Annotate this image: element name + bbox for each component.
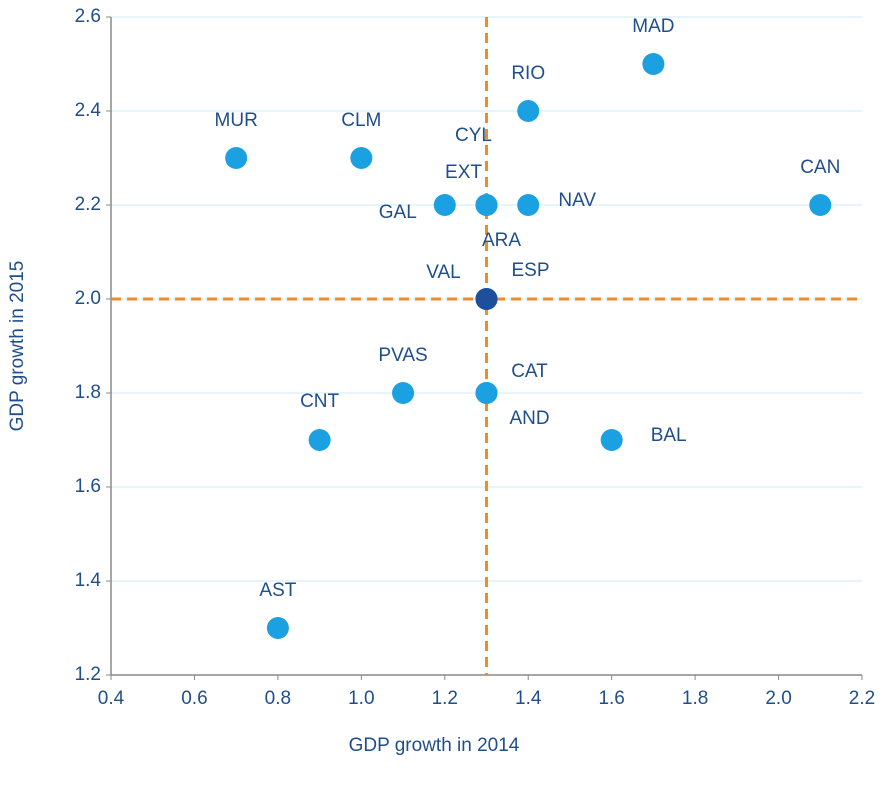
point-label: ARA xyxy=(482,230,521,251)
point-label: EXT xyxy=(445,162,482,183)
x-tick-label: 0.6 xyxy=(181,688,207,709)
y-tick-label: 2.0 xyxy=(75,288,101,309)
x-tick-label: 2.2 xyxy=(849,688,875,709)
point-label: CNT xyxy=(300,391,339,412)
x-tick-label: 2.0 xyxy=(765,688,791,709)
point xyxy=(809,194,832,216)
point-label: CAT xyxy=(511,361,548,382)
point-label: RIO xyxy=(511,63,545,84)
x-tick-label: 0.4 xyxy=(98,688,125,709)
point xyxy=(475,382,498,404)
x-tick-label: 1.8 xyxy=(682,688,708,709)
point xyxy=(266,617,289,639)
x-tick-label: 1.6 xyxy=(598,688,624,709)
point xyxy=(308,429,331,451)
x-tick-label: 1.0 xyxy=(348,688,374,709)
point xyxy=(600,429,623,451)
point-label: CLM xyxy=(341,110,381,131)
point-label: NAV xyxy=(558,190,596,211)
y-tick-label: 1.2 xyxy=(75,664,101,685)
y-tick-label: 2.2 xyxy=(75,194,101,215)
point-label: PVAS xyxy=(378,345,427,366)
point xyxy=(642,53,665,75)
point xyxy=(225,147,248,169)
point-label: CYL xyxy=(455,125,492,146)
point-label: MUR xyxy=(215,110,258,131)
point xyxy=(517,194,540,216)
x-tick-label: 1.4 xyxy=(515,688,542,709)
point-label: VAL xyxy=(426,262,461,283)
x-tick-label: 0.8 xyxy=(265,688,291,709)
y-tick-label: 2.6 xyxy=(75,6,101,27)
point-label: AST xyxy=(259,580,296,601)
y-axis-label: GDP growth in 2015 xyxy=(7,261,28,432)
point xyxy=(350,147,373,169)
point-label: ESP xyxy=(511,260,549,281)
point xyxy=(475,288,498,310)
point-label: MAD xyxy=(632,16,674,37)
y-tick-label: 2.4 xyxy=(75,100,102,121)
point xyxy=(433,194,456,216)
y-tick-label: 1.6 xyxy=(75,476,101,497)
point xyxy=(392,382,415,404)
y-tick-label: 1.4 xyxy=(75,570,102,591)
point xyxy=(475,194,498,216)
point-label: CAN xyxy=(800,157,840,178)
y-tick-label: 1.8 xyxy=(75,382,101,403)
point-label: AND xyxy=(509,408,549,429)
x-axis-label: GDP growth in 2014 xyxy=(349,735,520,756)
point-label: BAL xyxy=(651,425,687,446)
x-tick-label: 1.2 xyxy=(432,688,458,709)
point-label: GAL xyxy=(379,202,417,223)
point xyxy=(517,100,540,122)
